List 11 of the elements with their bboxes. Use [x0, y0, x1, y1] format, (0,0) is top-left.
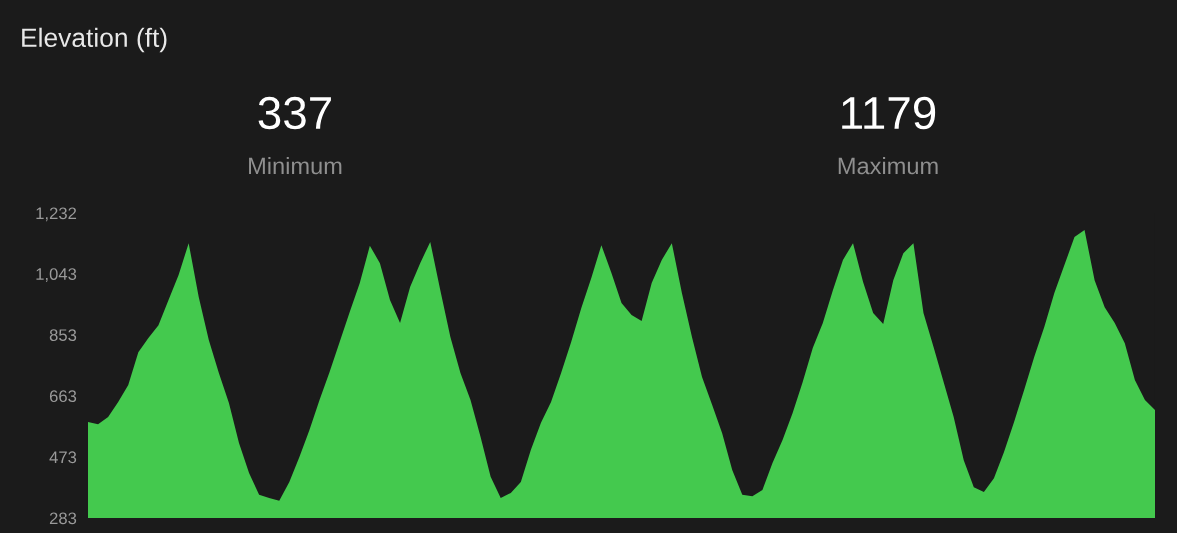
- y-tick-label: 853: [49, 329, 77, 342]
- y-tick-label: 1,232: [36, 207, 77, 222]
- y-tick-label: 663: [49, 390, 77, 403]
- y-tick-label: 283: [49, 512, 77, 525]
- text: 1179: [842, 96, 936, 130]
- text: 337: [258, 96, 331, 130]
- text: Minimum: [249, 157, 342, 175]
- y-tick-label: 1,043: [36, 268, 77, 282]
- y-tick-label: 473: [49, 451, 77, 464]
- chart-title: Elevation (ft): [22, 27, 167, 53]
- text: Maximum: [838, 157, 938, 175]
